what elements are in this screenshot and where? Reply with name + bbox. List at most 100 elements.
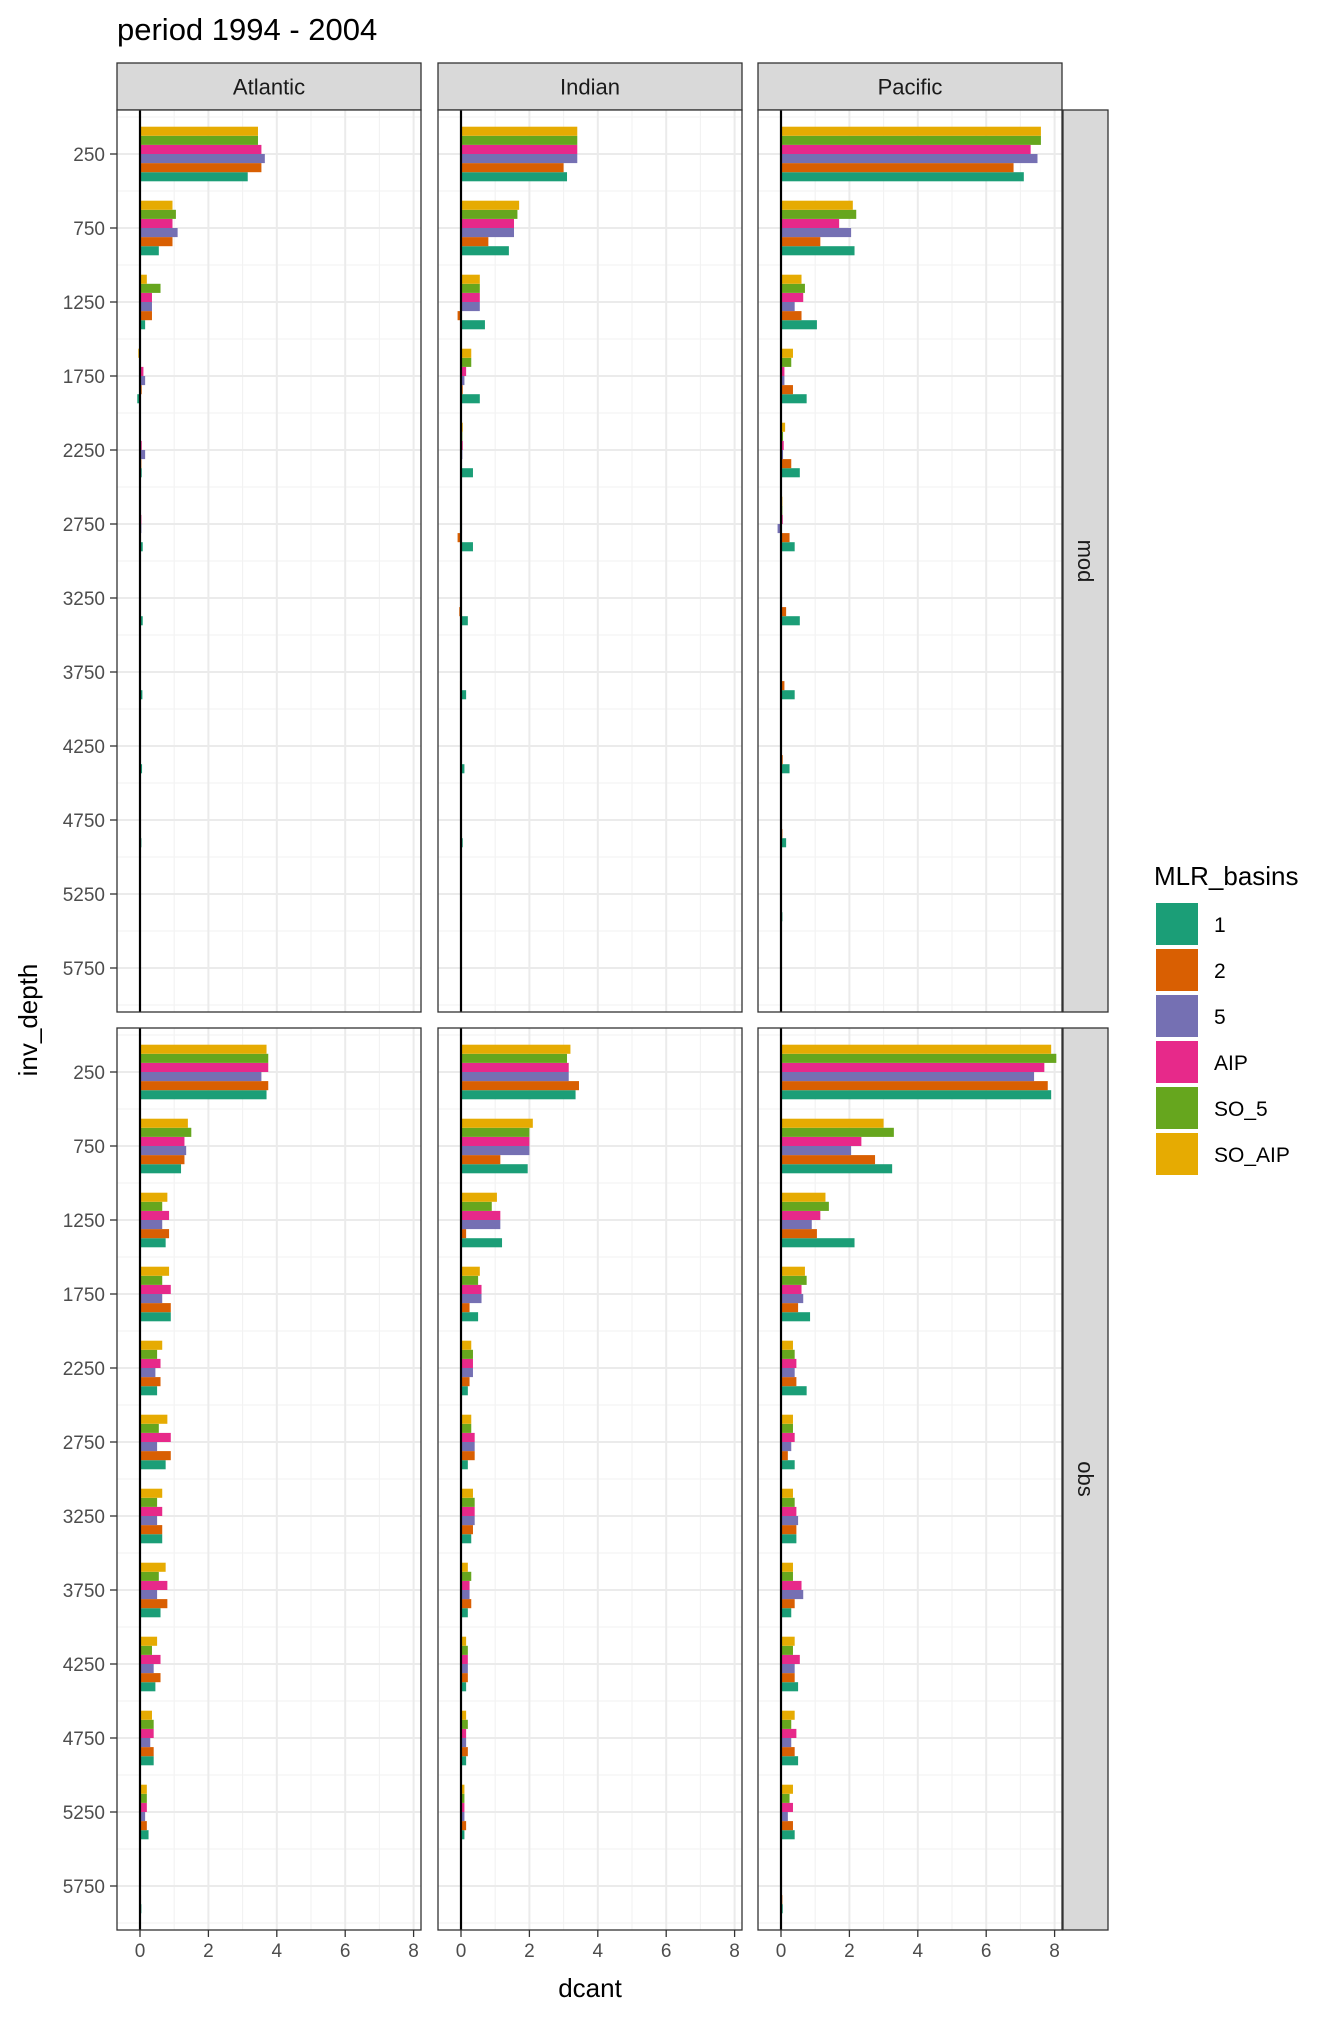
bar-SO_AIP bbox=[461, 1784, 465, 1794]
bar-2 bbox=[140, 1747, 154, 1757]
x-tick-label: 0 bbox=[776, 1941, 787, 1962]
legend-swatch-AIP bbox=[1156, 1041, 1198, 1083]
panel-border bbox=[757, 1027, 1063, 1931]
bar-AIP bbox=[461, 1284, 482, 1294]
bar-1 bbox=[461, 320, 485, 330]
y-tick-label: 3750 bbox=[63, 1581, 105, 1602]
bar-5 bbox=[461, 1442, 475, 1452]
bar-SO_5 bbox=[781, 1201, 829, 1211]
x-tick-label: 4 bbox=[593, 1941, 604, 1962]
bar-5 bbox=[781, 1664, 795, 1674]
x-tick-label: 8 bbox=[729, 1941, 740, 1962]
bar-2 bbox=[781, 1155, 876, 1165]
x-tick-label: 6 bbox=[661, 1941, 672, 1962]
x-tick-label: 0 bbox=[135, 1941, 146, 1962]
panel-indian-obs: 0 2 4 6 8 bbox=[437, 1027, 743, 1962]
bar-SO_5 bbox=[140, 1275, 163, 1285]
bar-SO_5 bbox=[461, 1201, 492, 1211]
bar-SO_5 bbox=[140, 1497, 158, 1507]
bar-AIP bbox=[781, 440, 784, 450]
bar-1 bbox=[140, 1830, 149, 1840]
bar-SO_5 bbox=[781, 1793, 790, 1803]
bar-1 bbox=[140, 172, 248, 182]
bar-SO_AIP bbox=[140, 1562, 166, 1572]
bar-1 bbox=[140, 1756, 154, 1766]
bar-SO_AIP bbox=[781, 1192, 826, 1202]
bar-5 bbox=[781, 1220, 812, 1230]
bar-SO_AIP bbox=[781, 1266, 805, 1276]
bar-5 bbox=[140, 1442, 158, 1452]
bar-SO_AIP bbox=[140, 1340, 163, 1350]
bar-AIP bbox=[781, 1506, 797, 1516]
bar-5 bbox=[461, 154, 578, 164]
bar-1 bbox=[140, 1460, 166, 1470]
bar-1 bbox=[461, 246, 509, 256]
bar-1 bbox=[781, 1608, 792, 1618]
bar-AIP bbox=[781, 1728, 797, 1738]
panel-pacific-mod bbox=[757, 109, 1063, 1013]
bar-1 bbox=[140, 246, 159, 256]
bar-1 bbox=[461, 1756, 467, 1766]
bar-SO_AIP bbox=[781, 348, 793, 358]
bar-AIP bbox=[461, 1432, 475, 1442]
bar-1 bbox=[781, 1534, 797, 1544]
bar-2 bbox=[461, 1081, 579, 1091]
panel-pacific-obs: 0 2 4 6 8 bbox=[757, 1027, 1063, 1962]
bar-5 bbox=[781, 1294, 804, 1304]
bar-AIP bbox=[140, 1580, 168, 1590]
y-tick-label: 1750 bbox=[63, 367, 105, 388]
bar-SO_5 bbox=[140, 1571, 159, 1581]
facet-label-mod: mod bbox=[1073, 540, 1098, 583]
bar-2 bbox=[461, 1525, 473, 1535]
bar-SO_AIP bbox=[461, 1118, 533, 1128]
bar-AIP bbox=[461, 1654, 468, 1664]
bar-5 bbox=[140, 302, 152, 312]
bar-5 bbox=[140, 154, 265, 164]
y-axis-title: inv_depth bbox=[13, 964, 43, 1077]
bar-SO_5 bbox=[781, 209, 857, 219]
bar-1 bbox=[461, 1090, 576, 1100]
bar-5 bbox=[781, 1368, 795, 1378]
bar-AIP bbox=[140, 1432, 171, 1442]
bar-AIP bbox=[140, 366, 144, 376]
bar-SO_AIP bbox=[461, 1044, 571, 1054]
legend-swatch-1 bbox=[1156, 903, 1198, 945]
bar-1 bbox=[461, 542, 473, 552]
y-tick-label: 2250 bbox=[63, 1359, 105, 1380]
bar-SO_5 bbox=[461, 1497, 475, 1507]
bar-1 bbox=[781, 1386, 807, 1396]
bar-5 bbox=[781, 154, 1038, 164]
bar-2 bbox=[461, 1747, 468, 1757]
bar-5 bbox=[781, 1738, 792, 1748]
bar-AIP bbox=[140, 1802, 147, 1812]
x-tick-label: 6 bbox=[340, 1941, 351, 1962]
bar-SO_AIP bbox=[140, 126, 258, 136]
bar-SO_5 bbox=[781, 1275, 807, 1285]
panel-atlantic-obs: 0 2 4 6 8 250 750 1250 1750 2250 2750 3250 3750 4250 4… bbox=[63, 1027, 422, 1962]
bar-1 bbox=[781, 1238, 855, 1248]
bar-SO_AIP bbox=[781, 1044, 1052, 1054]
bar-SO_AIP bbox=[140, 274, 147, 284]
bar-5 bbox=[140, 1146, 187, 1156]
bar-1 bbox=[140, 1608, 161, 1618]
bar-1 bbox=[781, 1830, 795, 1840]
panel-border bbox=[437, 109, 743, 1013]
bar-2 bbox=[140, 1821, 147, 1831]
facet-strip-obs bbox=[1062, 1027, 1109, 1931]
bar-2 bbox=[781, 1229, 817, 1239]
bar-2 bbox=[461, 1155, 501, 1165]
bar-1 bbox=[140, 616, 143, 626]
bar-1 bbox=[461, 1830, 465, 1840]
bar-1 bbox=[140, 1534, 163, 1544]
bar-2 bbox=[781, 1599, 795, 1609]
bar-SO_5 bbox=[140, 1423, 159, 1433]
bar-1 bbox=[140, 1164, 182, 1174]
bar-2 bbox=[781, 1303, 799, 1313]
bar-AIP bbox=[781, 1432, 795, 1442]
bar-AIP bbox=[781, 218, 840, 228]
bar-AIP bbox=[781, 1062, 1045, 1072]
y-tick-label: 5750 bbox=[63, 1877, 105, 1898]
bar-5 bbox=[781, 1146, 852, 1156]
y-tick-label: 1750 bbox=[63, 1285, 105, 1306]
bar-1 bbox=[461, 1386, 468, 1396]
